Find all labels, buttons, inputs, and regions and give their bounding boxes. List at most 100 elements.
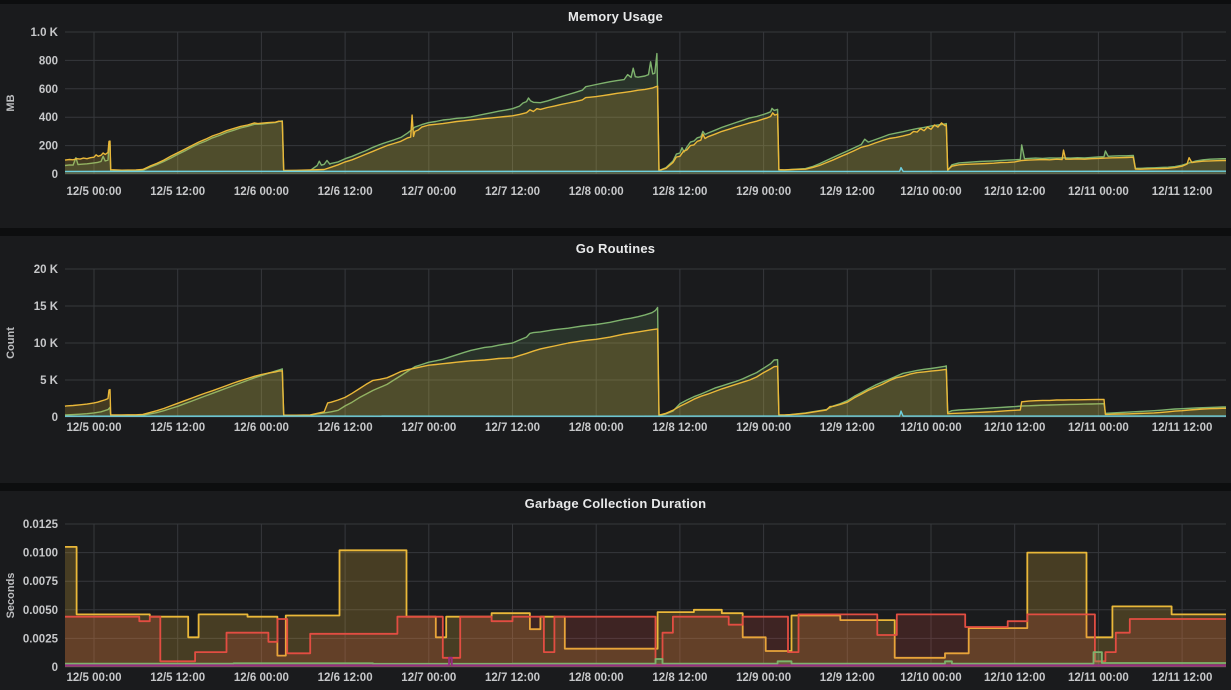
y-axis-labels: 0 5 K 10 K 15 K 20 K [34, 264, 59, 424]
panel-gc-duration: Garbage Collection Duration 0 0.0025 0.005… [0, 491, 1231, 690]
svg-text:0.0050: 0.0050 [23, 605, 58, 617]
svg-text:0.0075: 0.0075 [23, 576, 59, 588]
svg-text:12/6 12:00: 12/6 12:00 [318, 422, 373, 434]
series-line-yellow [65, 546, 1226, 659]
y-axis-unit-label: MB [5, 94, 17, 111]
series-fill-yellow [65, 546, 1226, 667]
svg-text:0.0025: 0.0025 [23, 633, 59, 645]
series-yellow [64, 85, 1226, 174]
svg-text:12/8 12:00: 12/8 12:00 [652, 186, 707, 198]
series-fill-green [65, 53, 1226, 174]
svg-text:12/5 12:00: 12/5 12:00 [150, 422, 205, 434]
svg-text:0.0125: 0.0125 [23, 519, 59, 531]
x-axis-labels: 12/5 00:00 12/5 12:00 12/6 00:00 12/6 12:00… [67, 672, 1213, 684]
svg-text:600: 600 [39, 84, 58, 96]
svg-text:10 K: 10 K [34, 338, 59, 350]
svg-text:0: 0 [52, 169, 58, 181]
svg-text:12/11 00:00: 12/11 00:00 [1068, 672, 1129, 684]
svg-text:12/6 00:00: 12/6 00:00 [234, 186, 289, 198]
svg-text:12/11 12:00: 12/11 12:00 [1152, 186, 1213, 198]
svg-text:5 K: 5 K [40, 375, 59, 387]
svg-text:12/6 00:00: 12/6 00:00 [234, 672, 289, 684]
svg-text:12/6 00:00: 12/6 00:00 [234, 422, 289, 434]
series-line-green [65, 651, 1226, 665]
series-fill-yellow [65, 86, 1226, 174]
svg-text:12/11 12:00: 12/11 12:00 [1152, 672, 1213, 684]
svg-text:12/5 00:00: 12/5 00:00 [67, 672, 122, 684]
series-line-yellow [64, 85, 1226, 172]
svg-text:12/11 12:00: 12/11 12:00 [1152, 422, 1213, 434]
series-fill-cyan [65, 167, 1226, 174]
svg-text:12/8 00:00: 12/8 00:00 [569, 422, 624, 434]
svg-text:12/7 12:00: 12/7 12:00 [485, 186, 540, 198]
series-yellow [64, 328, 1226, 417]
svg-text:1.0 K: 1.0 K [31, 27, 59, 39]
series-line-red [65, 613, 1226, 666]
svg-text:12/7 00:00: 12/7 00:00 [401, 422, 456, 434]
series-line-cyan [64, 166, 1226, 173]
series-line-yellow [64, 328, 1226, 416]
svg-text:12/6 12:00: 12/6 12:00 [318, 672, 373, 684]
series-cyan [64, 166, 1226, 174]
svg-text:0.0100: 0.0100 [23, 548, 58, 560]
chart-canvas-gc-duration[interactable]: 0 0.0025 0.0050 0.0075 0.0100 0.0125 12/5 00:0… [0, 491, 1231, 690]
svg-text:12/5 12:00: 12/5 12:00 [150, 186, 205, 198]
y-axis-labels: 0 0.0025 0.0050 0.0075 0.0100 0.0125 [23, 519, 59, 674]
panel-memory-usage: Memory Usage 0 200 400 600 800 1.0 K 12/5 00:0… [0, 4, 1231, 228]
series-line-cyan [64, 410, 1226, 417]
series-line-purple [65, 656, 1226, 667]
y-axis-unit-label: Count [5, 327, 17, 359]
series-cyan [64, 410, 1226, 417]
series-red [65, 613, 1226, 667]
svg-text:12/7 12:00: 12/7 12:00 [485, 672, 540, 684]
series-fill-red [65, 614, 1226, 667]
svg-text:12/10 00:00: 12/10 00:00 [900, 186, 961, 198]
svg-text:12/5 00:00: 12/5 00:00 [67, 186, 122, 198]
svg-text:12/11 00:00: 12/11 00:00 [1068, 186, 1129, 198]
svg-text:12/9 12:00: 12/9 12:00 [820, 186, 875, 198]
svg-text:12/5 12:00: 12/5 12:00 [150, 672, 205, 684]
series-purple [65, 656, 1226, 667]
svg-text:12/5 00:00: 12/5 00:00 [67, 422, 122, 434]
series-fill-yellow [65, 328, 1226, 417]
series-fill-green [65, 307, 1226, 417]
panel-title-go-routines[interactable]: Go Routines [575, 241, 656, 256]
grid [65, 268, 1226, 418]
svg-text:12/9 00:00: 12/9 00:00 [736, 186, 791, 198]
svg-text:12/10 12:00: 12/10 12:00 [984, 186, 1045, 198]
svg-text:12/6 12:00: 12/6 12:00 [318, 186, 373, 198]
x-axis-labels: 12/5 00:00 12/5 12:00 12/6 00:00 12/6 12:00… [67, 186, 1213, 198]
chart-canvas-go-routines[interactable]: 0 5 K 10 K 15 K 20 K 12/5 00:00 12/5 12:00 12/6… [0, 236, 1231, 483]
svg-text:0: 0 [52, 412, 58, 424]
y-axis-unit-label: Seconds [5, 573, 17, 619]
svg-text:12/11 00:00: 12/11 00:00 [1068, 422, 1129, 434]
svg-text:12/9 12:00: 12/9 12:00 [820, 672, 875, 684]
svg-text:12/8 12:00: 12/8 12:00 [652, 672, 707, 684]
panel-title-gc-duration[interactable]: Garbage Collection Duration [524, 496, 707, 511]
svg-text:12/10 12:00: 12/10 12:00 [984, 672, 1045, 684]
svg-text:12/10 00:00: 12/10 00:00 [900, 422, 961, 434]
svg-text:12/10 00:00: 12/10 00:00 [900, 672, 961, 684]
svg-text:20 K: 20 K [34, 264, 59, 276]
svg-text:12/9 00:00: 12/9 00:00 [736, 672, 791, 684]
svg-text:12/7 12:00: 12/7 12:00 [485, 422, 540, 434]
svg-text:0: 0 [52, 662, 58, 674]
series-yellow [65, 546, 1226, 667]
svg-text:12/8 00:00: 12/8 00:00 [569, 672, 624, 684]
svg-text:15 K: 15 K [34, 301, 59, 313]
svg-text:12/9 00:00: 12/9 00:00 [736, 422, 791, 434]
svg-text:200: 200 [39, 141, 58, 153]
svg-text:12/8 12:00: 12/8 12:00 [652, 422, 707, 434]
svg-text:12/7 00:00: 12/7 00:00 [401, 186, 456, 198]
svg-text:12/9 12:00: 12/9 12:00 [820, 422, 875, 434]
x-axis-labels: 12/5 00:00 12/5 12:00 12/6 00:00 12/6 12:00… [67, 422, 1213, 434]
series-green [64, 306, 1226, 417]
svg-text:12/10 12:00: 12/10 12:00 [984, 422, 1045, 434]
series-line-green [64, 306, 1226, 417]
svg-text:400: 400 [39, 112, 58, 124]
svg-text:12/8 00:00: 12/8 00:00 [569, 186, 624, 198]
panel-title-memory-usage[interactable]: Memory Usage [568, 9, 663, 24]
